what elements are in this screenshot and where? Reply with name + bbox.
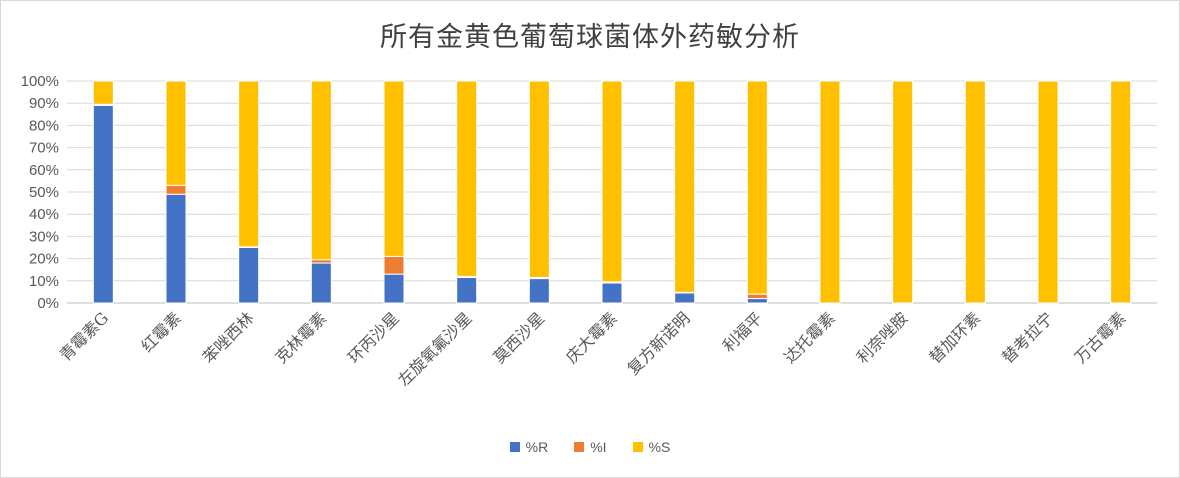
bar-segment — [746, 80, 768, 295]
y-tick-label: 90% — [29, 95, 59, 112]
legend-label: %R — [525, 439, 549, 455]
y-tick-label: 70% — [29, 140, 59, 157]
x-tick-label: 替加环素 — [925, 308, 984, 367]
x-tick-label: 利奈唑胺 — [853, 308, 912, 367]
x-tick-label: 万古霉素 — [1071, 308, 1130, 367]
bar-segment — [238, 80, 260, 248]
bar-segment — [674, 80, 696, 293]
x-tick-label: 莫西沙星 — [489, 308, 548, 367]
legend-label: %I — [590, 439, 607, 455]
legend-item: %S — [632, 439, 671, 455]
x-tick-label: 替考拉宁 — [998, 308, 1057, 367]
bar-segment — [1110, 80, 1132, 304]
chart-title: 所有金黄色葡萄球菌体外药敏分析 — [380, 22, 800, 53]
bar-segment — [165, 193, 187, 304]
bar-segment — [601, 80, 623, 283]
bar-segment — [310, 80, 332, 261]
bar-segment — [1037, 80, 1059, 304]
x-tick-label: 红霉素 — [137, 308, 184, 355]
y-tick-label: 100% — [21, 73, 59, 90]
bar-segment — [601, 282, 623, 304]
y-tick-label: 10% — [29, 273, 59, 290]
x-tick-label: 克林霉素 — [271, 308, 330, 367]
legend-item: %R — [509, 439, 549, 455]
y-tick-label: 30% — [29, 228, 59, 245]
y-tick-label: 40% — [29, 206, 59, 223]
legend: %R %I %S — [1, 439, 1179, 455]
bar-segment — [746, 298, 768, 304]
y-tick-label: 0% — [37, 295, 59, 312]
x-tick-label: 利福平 — [719, 308, 766, 355]
legend-swatch — [632, 442, 643, 452]
x-tick-label: 复方新诺明 — [623, 308, 693, 378]
x-tick-label: 环丙沙星 — [344, 308, 403, 367]
x-tick-label: 苯唑西林 — [199, 308, 258, 367]
bar-segment — [528, 80, 550, 278]
bar-segment — [383, 255, 405, 275]
x-tick-label: 达托霉素 — [780, 308, 839, 367]
legend-label: %S — [648, 439, 671, 455]
bar-segment — [456, 276, 478, 304]
bar-segment — [892, 80, 914, 304]
bar-segment — [674, 292, 696, 304]
bar-segment — [165, 184, 187, 195]
legend-swatch — [509, 442, 520, 452]
y-tick-label: 80% — [29, 117, 59, 134]
x-tick-label: 庆大霉素 — [562, 308, 621, 367]
legend-swatch — [574, 442, 585, 452]
bar-segment — [456, 80, 478, 277]
bar-segment — [310, 262, 332, 304]
bar-segment — [238, 247, 260, 304]
y-tick-label: 60% — [29, 162, 59, 179]
bar-segment — [92, 80, 114, 105]
bar-segment — [92, 104, 114, 304]
bar-segment — [383, 273, 405, 304]
bar-segment — [528, 278, 550, 304]
bar-segment — [383, 80, 405, 257]
bar-segment — [819, 80, 841, 304]
x-tick-label: 青霉素G — [56, 308, 112, 364]
legend-item: %I — [574, 439, 607, 455]
bar-segment — [746, 293, 768, 300]
x-tick-label: 左旋氧氟沙星 — [394, 308, 475, 389]
y-tick-label: 50% — [29, 184, 59, 201]
bar-segment — [165, 80, 187, 186]
bar-segment — [964, 80, 986, 304]
y-tick-label: 20% — [29, 251, 59, 268]
